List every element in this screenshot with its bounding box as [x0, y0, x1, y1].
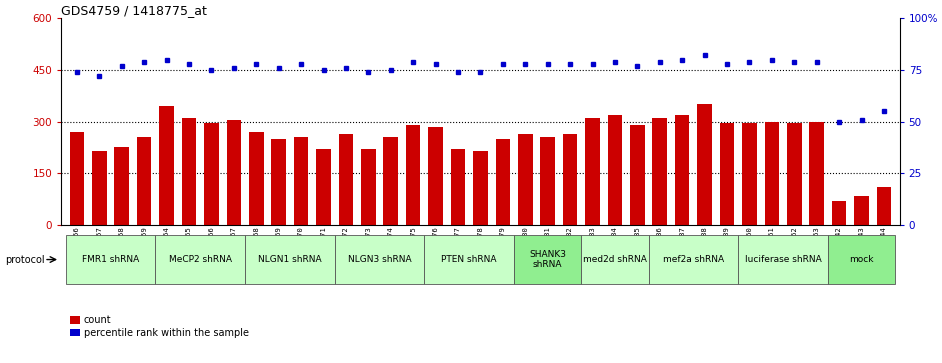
Bar [854, 196, 869, 225]
Legend: count, percentile rank within the sample: count, percentile rank within the sample [66, 311, 252, 342]
Bar [787, 123, 802, 225]
Bar [514, 235, 581, 284]
Bar [115, 147, 129, 225]
Bar [828, 235, 895, 284]
Bar [204, 123, 219, 225]
Text: NLGN3 shRNA: NLGN3 shRNA [348, 255, 412, 264]
Bar [159, 106, 174, 225]
Text: luciferase shRNA: luciferase shRNA [745, 255, 821, 264]
Bar [429, 127, 443, 225]
Bar [674, 115, 690, 225]
Bar [495, 139, 511, 225]
Bar [697, 105, 712, 225]
Bar [742, 123, 756, 225]
Bar [137, 137, 152, 225]
Bar [182, 118, 196, 225]
Text: med2d shRNA: med2d shRNA [583, 255, 647, 264]
Bar [227, 120, 241, 225]
Text: NLGN1 shRNA: NLGN1 shRNA [258, 255, 321, 264]
Bar [70, 132, 84, 225]
Text: FMR1 shRNA: FMR1 shRNA [82, 255, 139, 264]
Bar [450, 149, 465, 225]
Bar [630, 125, 644, 225]
Text: SHANK3
shRNA: SHANK3 shRNA [529, 250, 566, 269]
Bar [720, 123, 734, 225]
Bar [653, 118, 667, 225]
Text: mock: mock [850, 255, 874, 264]
Bar [541, 137, 555, 225]
Bar [334, 235, 425, 284]
Bar [406, 125, 420, 225]
Bar [581, 235, 648, 284]
Bar [294, 137, 308, 225]
Bar [473, 151, 488, 225]
Bar [832, 201, 846, 225]
Bar [245, 235, 334, 284]
Bar [155, 235, 245, 284]
Bar [317, 149, 331, 225]
Bar [92, 151, 106, 225]
Text: mef2a shRNA: mef2a shRNA [663, 255, 724, 264]
Bar [383, 137, 398, 225]
Text: GDS4759 / 1418775_at: GDS4759 / 1418775_at [61, 4, 207, 17]
Bar [518, 134, 532, 225]
Bar [648, 235, 739, 284]
Text: protocol: protocol [5, 254, 44, 265]
Bar [765, 122, 779, 225]
Text: MeCP2 shRNA: MeCP2 shRNA [169, 255, 232, 264]
Bar [66, 235, 155, 284]
Bar [425, 235, 514, 284]
Bar [608, 115, 623, 225]
Bar [809, 122, 824, 225]
Bar [361, 149, 376, 225]
Bar [249, 132, 264, 225]
Bar [877, 187, 891, 225]
Bar [562, 134, 577, 225]
Text: PTEN shRNA: PTEN shRNA [442, 255, 497, 264]
Bar [739, 235, 828, 284]
Bar [271, 139, 286, 225]
Bar [585, 118, 600, 225]
Bar [338, 134, 353, 225]
